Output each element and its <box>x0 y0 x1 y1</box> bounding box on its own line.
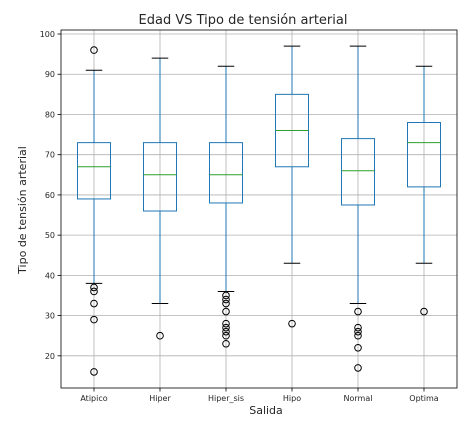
outlier-point <box>90 46 98 54</box>
y-tick-label: 20 <box>45 352 55 361</box>
outlier-point <box>90 315 98 324</box>
outlier-point <box>354 323 362 332</box>
outlier-point <box>222 307 230 316</box>
x-axis: Atipico Hiper Hiper_sis Hipo Normal Optima <box>80 388 439 403</box>
y-tick-label: 30 <box>45 312 55 321</box>
outlier-point <box>90 287 98 296</box>
outlier-point <box>90 299 98 308</box>
box-group <box>77 46 111 376</box>
outlier-point <box>156 331 164 340</box>
outlier-point <box>222 299 230 308</box>
outlier-point <box>354 327 362 336</box>
y-tick-label: 80 <box>45 110 55 119</box>
x-tick-label: Optima <box>409 394 439 403</box>
x-tick-label: Hiper_sis <box>208 394 244 403</box>
outlier-point <box>222 291 230 300</box>
outlier-point <box>222 327 230 336</box>
box-group <box>275 45 309 328</box>
boxes <box>77 45 441 376</box>
outlier-point <box>354 343 362 352</box>
x-tick-label: Normal <box>344 394 373 403</box>
grid <box>61 30 457 388</box>
box-group <box>341 45 375 372</box>
y-tick-label: 60 <box>45 191 55 200</box>
box <box>407 122 441 188</box>
outlier-point <box>222 339 230 348</box>
box-group <box>407 65 441 316</box>
x-tick-label: Atipico <box>80 394 107 403</box>
y-tick-label: 90 <box>45 70 55 79</box>
x-axis-title: Salida <box>249 404 283 417</box>
outlier-point <box>288 319 296 328</box>
outlier-point <box>222 323 230 332</box>
chart-title: Edad VS Tipo de tensión arterial <box>139 13 348 28</box>
box-group <box>209 65 243 348</box>
box-group <box>143 57 177 340</box>
outlier-point <box>222 331 230 340</box>
y-tick-label: 40 <box>45 271 55 280</box>
outlier-point <box>90 368 98 376</box>
outlier-point <box>354 331 362 340</box>
y-tick-label: 100 <box>40 30 55 39</box>
y-tick-label: 50 <box>45 231 55 240</box>
outlier-point <box>354 364 362 372</box>
y-tick-label: 70 <box>45 151 55 160</box>
outlier-point <box>222 295 230 304</box>
box <box>77 142 111 200</box>
outlier-point <box>420 307 428 316</box>
y-axis-title: Tipo de tensión arterial <box>16 146 29 275</box>
box <box>143 142 177 212</box>
x-tick-label: Hiper <box>149 394 171 403</box>
box <box>341 138 375 206</box>
outlier-point <box>90 283 98 292</box>
outlier-point <box>354 307 362 316</box>
plot-frame <box>60 29 458 389</box>
x-tick-label: Hipo <box>283 394 301 403</box>
y-axis: 20 30 40 50 60 70 80 90 100 <box>40 30 61 361</box>
outlier-point <box>222 319 230 328</box>
box <box>209 142 243 204</box>
